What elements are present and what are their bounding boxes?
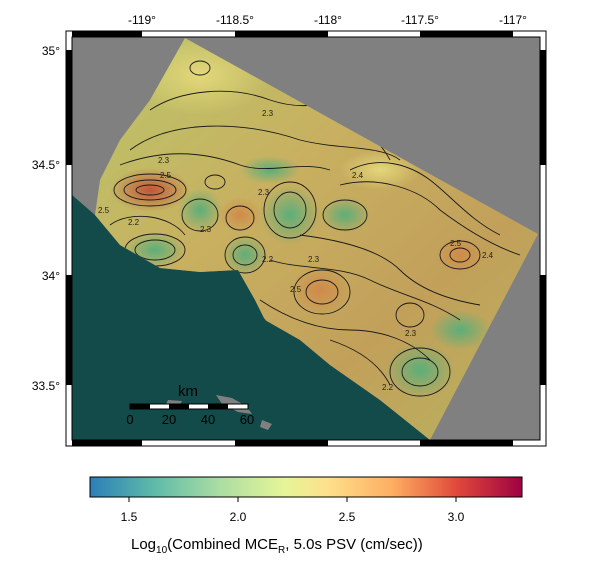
map-frame	[65, 30, 547, 447]
contour-label: 2.4	[352, 171, 364, 180]
colorbar-title-log: Log	[131, 536, 156, 553]
contour-label: 2.3	[258, 188, 270, 197]
contour-label: 2.2	[382, 383, 394, 392]
contour-labels: 2.3 2.3 2.5 2.5 2.2 2.3 2.3 2.3 2.5 2.4 …	[98, 109, 494, 392]
colorbar-title-subR: R	[278, 545, 285, 556]
lat-tick-label: 34.5°	[32, 158, 60, 172]
scale-bar: km 0 20 40 60	[126, 383, 254, 427]
scale-bar-tick: 20	[162, 412, 176, 427]
contour-label: 2.5	[450, 239, 462, 248]
contour-label: 2.5	[160, 171, 172, 180]
latitude-axis: 35° 34.5° 34° 33.5°	[32, 44, 60, 393]
colorbar-title: Log10(Combined MCER, 5.0s PSV (cm/sec))	[131, 536, 423, 556]
contour-label: 2.3	[158, 156, 170, 165]
scale-bar-unit: km	[178, 383, 198, 400]
colorbar-tick-label: 1.5	[121, 510, 138, 524]
contour-label: 2.2	[262, 255, 274, 264]
contour-label: 2.2	[128, 218, 140, 227]
colorbar-title-sub10: 10	[156, 545, 168, 556]
lat-tick-label: 35°	[42, 44, 60, 58]
lat-tick-label: 33.5°	[32, 379, 60, 393]
colorbar-gradient	[89, 476, 523, 498]
island	[260, 420, 272, 430]
contour-label: 2.3	[262, 109, 274, 118]
contour-label: 2.4	[482, 251, 494, 260]
scale-bar-tick: 40	[201, 412, 215, 427]
colorbar-title-mid: (Combined MCE	[167, 536, 278, 553]
lat-tick-label: 34°	[42, 269, 60, 283]
lon-tick-label: -117.5°	[401, 13, 439, 27]
colorbar: 1.5 2.0 2.5 3.0 Log10(Combined MCER, 5.0…	[89, 476, 523, 556]
colorbar-tick-label: 2.0	[230, 510, 247, 524]
lon-tick-label: -117°	[499, 13, 527, 27]
contour-label: 2.5	[98, 206, 110, 215]
ocean	[72, 195, 430, 440]
colorbar-title-end: , 5.0s PSV (cm/sec))	[285, 536, 423, 553]
lon-tick-label: -119°	[128, 13, 156, 27]
colorbar-tick-label: 3.0	[448, 510, 465, 524]
lon-tick-label: -118.5°	[216, 13, 254, 27]
contour-label: 2.3	[405, 329, 417, 338]
contour-label: 2.5	[290, 285, 302, 294]
scale-bar-tick: 0	[126, 412, 133, 427]
scale-bar-tick: 60	[240, 412, 254, 427]
lon-tick-label: -118°	[314, 13, 342, 27]
contour-label: 2.3	[308, 255, 320, 264]
colorbar-tick-label: 2.5	[339, 510, 356, 524]
contour-label: 2.3	[200, 225, 212, 234]
longitude-axis: -119° -118.5° -118° -117.5° -117°	[128, 13, 527, 27]
